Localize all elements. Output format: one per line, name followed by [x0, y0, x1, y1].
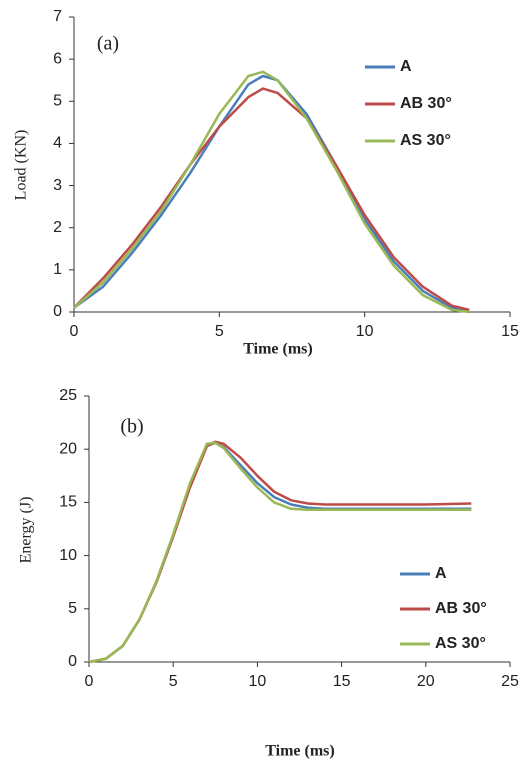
y-tick-label: 1: [53, 261, 62, 278]
legend-label: AS 30°: [400, 132, 451, 149]
x-tick-label: 10: [249, 673, 267, 690]
series-line: [73, 70, 470, 314]
legend-label: AB 30°: [400, 95, 452, 112]
y-tick-label: 10: [59, 547, 77, 564]
series-line: [88, 441, 472, 664]
y-tick-label: 5: [68, 600, 77, 617]
y-axis-label: Load (KN): [13, 130, 30, 201]
series-line: [88, 441, 472, 664]
series-line: [73, 87, 470, 312]
y-tick-label: 2: [53, 219, 62, 236]
x-tick-label: 0: [85, 673, 94, 690]
x-tick-label: 25: [501, 673, 519, 690]
legend-label: A: [400, 58, 412, 75]
y-tick-label: 15: [59, 494, 77, 511]
x-tick-label: 15: [333, 673, 351, 690]
x-tick-label: 5: [215, 323, 224, 340]
y-tick-label: 25: [59, 387, 77, 404]
x-axis-label: Time (ms): [243, 341, 312, 358]
x-tick-label: 20: [417, 673, 435, 690]
y-tick-label: 0: [53, 303, 62, 320]
y-tick-label: 6: [53, 50, 62, 67]
legend-label: AS 30°: [435, 635, 486, 652]
x-axis-label: Time (ms): [265, 743, 334, 760]
x-tick-label: 5: [169, 673, 178, 690]
series-line: [73, 74, 470, 314]
y-tick-label: 7: [53, 8, 62, 25]
y-tick-label: 5: [53, 93, 62, 110]
series-line: [88, 440, 472, 664]
y-tick-label: 20: [59, 440, 77, 457]
x-tick-label: 0: [70, 323, 79, 340]
y-tick-label: 4: [53, 135, 62, 152]
annotation: (a): [97, 33, 119, 55]
x-tick-label: 15: [501, 323, 519, 340]
legend-label: AB 30°: [435, 600, 487, 617]
y-axis-label: Energy (J): [18, 497, 35, 564]
y-tick-label: 0: [68, 653, 77, 670]
x-tick-label: 10: [356, 323, 374, 340]
y-tick-label: 3: [53, 177, 62, 194]
annotation: (b): [120, 416, 143, 438]
legend-label: A: [435, 565, 447, 582]
